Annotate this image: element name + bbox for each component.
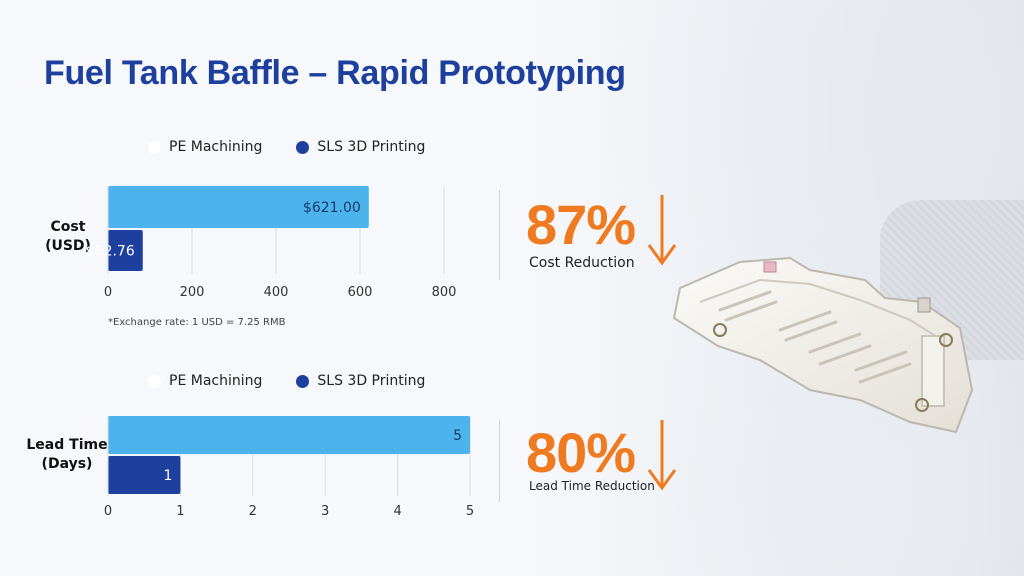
x-tick-label: 800 [432,285,457,300]
exchange-rate-note: *Exchange rate: 1 USD = 7.25 RMB [108,317,286,328]
divider-leadtime [499,420,500,502]
page-title: Fuel Tank Baffle – Rapid Prototyping [44,54,626,92]
divider-cost [499,190,500,280]
y-axis-label-cost-line2: (USD) [45,238,91,254]
bar-sls-3d-printing [108,456,181,494]
data-label-sls: 1 [163,468,172,484]
y-axis-label-leadtime-line1: Lead Time [26,437,108,453]
cost-reduction-value: 87% [526,193,636,256]
x-tick-label: 1 [176,504,184,519]
y-axis-label-cost-line1: Cost [50,219,86,235]
bar-pe-machining [108,416,470,454]
x-tick-label: 3 [321,504,329,519]
data-label-pe: 5 [453,428,462,444]
cost-reduction-label: Cost Reduction [529,255,635,271]
leadtime-reduction-value: 80% [526,421,636,484]
legend-swatch-sls [296,140,310,154]
legend-swatch-pe [148,140,161,154]
legend-swatch-pe [148,374,161,388]
legend-label-pe: PE Machining [169,373,263,389]
legend-label-pe: PE Machining [169,139,263,155]
x-tick-label: 2 [249,504,257,519]
x-tick-label: 600 [348,285,373,300]
x-tick-label: 5 [466,504,474,519]
fuel-tank-baffle-image [672,256,974,434]
x-tick-label: 4 [393,504,401,519]
x-tick-label: 0 [104,285,112,300]
legend-leadtime: PE Machining SLS 3D Printing [148,373,451,389]
y-axis-label-cost: Cost (USD) [38,218,98,256]
bar-sls-3d-printing [108,230,143,271]
y-axis-label-leadtime-line2: (Days) [41,456,93,472]
y-axis-label-leadtime: Lead Time (Days) [26,436,108,474]
x-tick-label: 400 [264,285,289,300]
x-tick-label: 200 [180,285,205,300]
legend-swatch-sls [296,374,310,388]
leadtime-reduction-label: Lead Time Reduction [529,479,655,493]
legend-label-sls: SLS 3D Printing [317,373,426,389]
bar-pe-machining [108,186,369,228]
data-label-pe: $621.00 [303,200,361,216]
legend-label-sls: SLS 3D Printing [317,139,426,155]
x-tick-label: 0 [104,504,112,519]
arrow-down-icon [647,195,677,266]
legend-cost: PE Machining SLS 3D Printing [148,139,451,155]
arrow-down-icon [647,420,677,491]
